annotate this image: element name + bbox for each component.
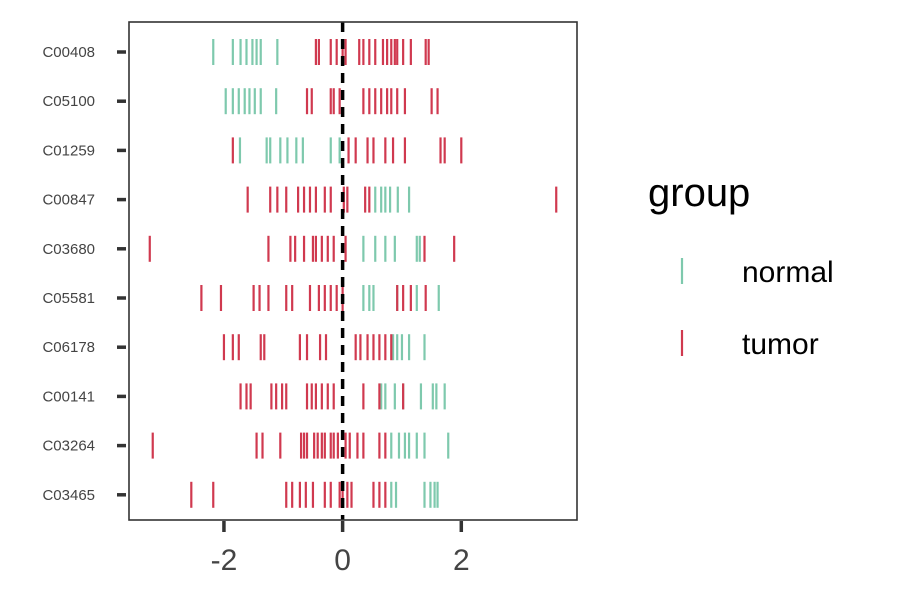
- legend-title: group: [648, 171, 750, 215]
- y-tick-label: C05581: [42, 290, 95, 307]
- legend: group normal tumor: [648, 171, 834, 361]
- chart-marks: [148, 39, 558, 508]
- x-axis: -2 0 2: [211, 521, 470, 577]
- y-tick-label: C00408: [42, 44, 95, 61]
- y-tick-label: C03264: [42, 438, 95, 455]
- x-tick-label: 2: [453, 544, 470, 577]
- y-tick-label: C03465: [42, 487, 95, 504]
- y-axis: C00408 C05100 C01259 C00847 C03680 C05581 C061…: [42, 44, 126, 504]
- y-tick-label: C00141: [42, 388, 95, 405]
- y-tick-label: C00847: [42, 192, 95, 209]
- y-tick-label: C01259: [42, 142, 95, 159]
- x-tick-label: -2: [211, 544, 238, 577]
- y-tick-label: C03680: [42, 241, 95, 258]
- legend-label-tumor: tumor: [742, 328, 819, 361]
- y-tick-label: C05100: [42, 93, 95, 110]
- plot-panel-border: [128, 21, 578, 521]
- x-tick-label: 0: [334, 544, 351, 577]
- y-tick-label: C06178: [42, 339, 95, 356]
- legend-label-normal: normal: [742, 256, 834, 289]
